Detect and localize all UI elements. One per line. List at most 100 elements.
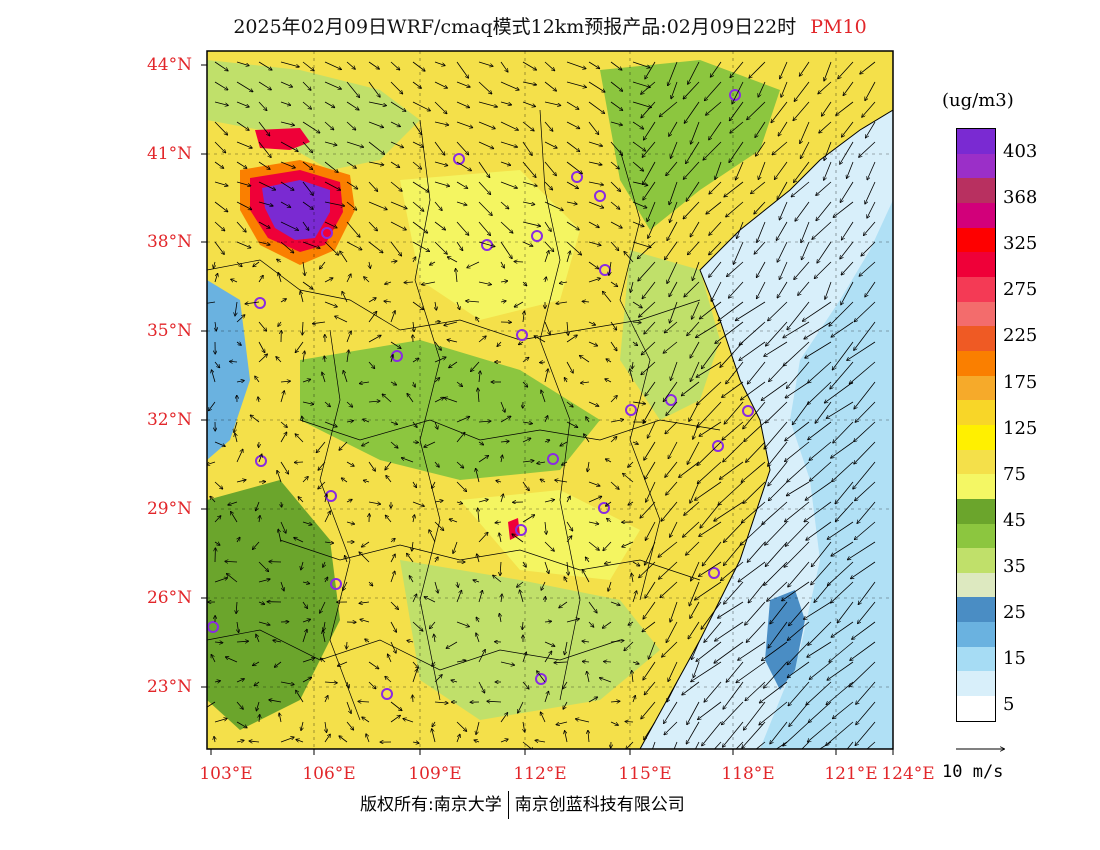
- province-boundaries: [207, 109, 721, 721]
- wind-arrow: [588, 697, 597, 703]
- wind-arrow: [500, 61, 508, 72]
- wind-arrow: [682, 381, 700, 396]
- yellow-south: [460, 490, 640, 580]
- wind-arrow: [610, 181, 620, 191]
- wind-arrow: [456, 181, 468, 188]
- wind-arrow: [302, 241, 320, 248]
- wind-arrow: [684, 161, 700, 179]
- wind-arrow: [368, 181, 378, 191]
- wind-arrow: [231, 279, 238, 282]
- wind-arrow: [302, 401, 314, 404]
- wind-arrow: [730, 101, 744, 121]
- wind-arrow: [687, 441, 700, 464]
- wind-arrow: [236, 181, 251, 186]
- wind-arrow: [646, 481, 656, 502]
- wind-arrow: [840, 241, 854, 259]
- wind-arrow: [702, 541, 722, 566]
- wind-arrow: [606, 459, 612, 462]
- wind-arrow: [500, 101, 511, 105]
- wind-arrow: [812, 221, 832, 239]
- wind-arrow: [280, 181, 294, 190]
- wind-arrow: [434, 581, 438, 593]
- wind-arrow: [544, 691, 549, 703]
- wind-arrow: [801, 221, 810, 243]
- wind-arrow: [867, 161, 876, 180]
- wind-arrow: [588, 341, 597, 346]
- wind-arrow: [588, 121, 599, 134]
- wind-arrow: [500, 201, 509, 209]
- wind-arrow: [280, 391, 284, 403]
- wind-arrow: [849, 361, 876, 384]
- wind-arrow: [390, 621, 396, 632]
- wind-arrow: [673, 741, 678, 749]
- wind-arrow: [684, 501, 700, 515]
- wind-arrow: [610, 721, 618, 725]
- legend-label: 15: [1003, 648, 1026, 670]
- wind-arrow: [302, 101, 311, 109]
- wind-arrow: [775, 741, 788, 749]
- wind-arrow: [819, 121, 832, 133]
- wind-arrow: [500, 401, 505, 412]
- wind-arrow: [541, 390, 546, 403]
- wind-arrow: [862, 101, 876, 117]
- wind-arrow: [859, 141, 876, 157]
- wind-arrow: [325, 577, 328, 583]
- wind-arrow: [302, 161, 313, 169]
- wind-arrow: [412, 621, 423, 631]
- wind-arrow: [801, 141, 810, 158]
- wind-arrow: [258, 602, 265, 604]
- wind-arrow: [805, 481, 832, 500]
- wind-arrow: [631, 573, 633, 583]
- wind-arrow: [236, 241, 251, 248]
- wind-arrow: [434, 161, 448, 166]
- wind-arrow: [854, 421, 876, 442]
- wind-arrow: [645, 61, 656, 79]
- wind-arrow: [853, 461, 876, 489]
- wind-arrow: [610, 201, 620, 209]
- taiwan: [765, 590, 805, 690]
- wind-arrow: [683, 521, 700, 537]
- wind-arrow: [783, 321, 810, 338]
- wind-arrow: [610, 241, 619, 250]
- wind-arrow: [856, 701, 876, 725]
- wind-arrow: [632, 671, 633, 683]
- wind-arrow: [647, 201, 656, 221]
- wind-arrow: [325, 494, 327, 503]
- legend-label: 368: [1003, 187, 1038, 209]
- wind-arrow: [214, 361, 220, 368]
- wind-arrow: [628, 622, 634, 625]
- wind-arrow: [256, 634, 260, 643]
- wind-arrow: [831, 541, 854, 556]
- wind-arrow: [364, 277, 370, 283]
- wind-arrow: [302, 281, 313, 289]
- wind-arrow: [851, 561, 876, 579]
- wind-arrow: [478, 221, 490, 235]
- wind-arrow: [324, 161, 338, 172]
- wind-arrow: [318, 461, 326, 470]
- wind-arrow: [302, 321, 303, 335]
- wind-arrow: [302, 141, 312, 153]
- legend-label: 325: [1003, 233, 1038, 255]
- wind-arrow: [412, 301, 423, 310]
- wind-arrow: [563, 681, 568, 689]
- wind-arrow: [559, 601, 568, 608]
- wind-arrow: [723, 681, 744, 709]
- wind-arrow: [434, 101, 447, 114]
- wind-arrow: [276, 357, 282, 363]
- wind-arrow: [324, 542, 334, 543]
- axis-ticks: [201, 64, 894, 755]
- wind-arrow: [325, 696, 328, 703]
- wind-arrow: [826, 721, 854, 745]
- wind-arrow: [768, 301, 788, 321]
- wind-arrow: [456, 621, 469, 627]
- wind-arrow: [804, 501, 832, 522]
- wind-arrow: [697, 461, 722, 483]
- wind-arrow: [610, 601, 620, 605]
- lat-label-32: 32°N: [146, 410, 192, 430]
- wind-arrow: [757, 281, 766, 299]
- wind-arrow: [522, 61, 536, 70]
- wind-arrow: [269, 700, 282, 703]
- wind-arrow: [789, 701, 810, 726]
- wind-arrow: [214, 161, 224, 168]
- wind-arrow: [434, 378, 440, 383]
